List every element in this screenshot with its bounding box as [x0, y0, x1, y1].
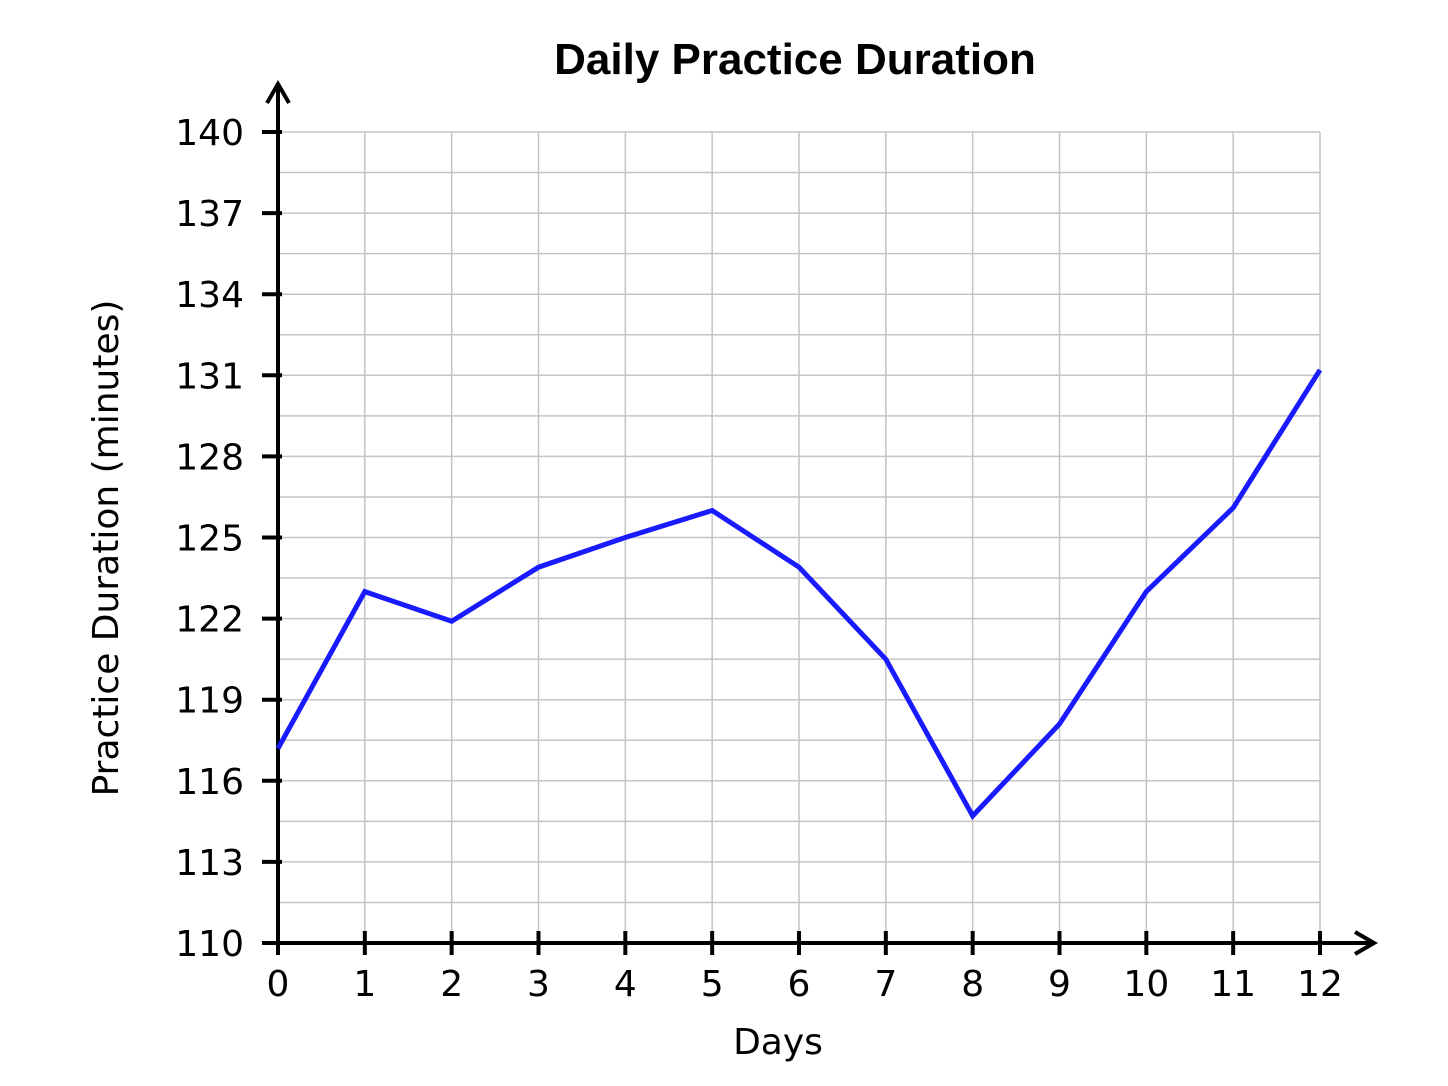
x-axis-arrow-icon: [1353, 930, 1378, 956]
y-axis-ticks: 110 113 116 119 122 125 128 131 134 137 140: [175, 113, 282, 965]
y-axis-arrow-icon: [265, 80, 291, 105]
y-tick-label: 122: [175, 600, 244, 641]
x-tick-label: 4: [614, 964, 637, 1005]
x-tick-label: 2: [440, 964, 463, 1005]
y-tick-label: 140: [175, 113, 244, 154]
x-tick-label: 9: [1048, 964, 1071, 1005]
x-tick-label: 7: [874, 964, 897, 1005]
grid: [277, 131, 1321, 944]
x-tick-label: 1: [353, 964, 376, 1005]
x-tick-label: 3: [527, 964, 550, 1005]
x-tick-label: 6: [788, 964, 811, 1005]
y-tick-label: 119: [175, 681, 244, 722]
x-tick-label: 8: [961, 964, 984, 1005]
y-tick-label: 131: [175, 356, 244, 397]
y-tick-label: 128: [175, 437, 244, 478]
x-tick-label: 12: [1297, 964, 1343, 1005]
y-tick-label: 125: [175, 519, 244, 560]
axes: [265, 80, 1378, 956]
chart-title: Daily Practice Duration: [554, 35, 1036, 84]
y-tick-label: 113: [175, 843, 244, 884]
series-group: [275, 368, 1323, 821]
y-tick-label: 137: [175, 194, 244, 235]
x-tick-label: 11: [1210, 964, 1256, 1005]
y-tick-label: 110: [175, 924, 244, 965]
y-tick-label: 134: [175, 275, 244, 316]
x-axis-label: Days: [733, 1022, 823, 1063]
y-tick-label: 116: [175, 762, 244, 803]
x-axis-ticks: 0 1 2 3 4 5 6 7 8 9 10 11 12: [267, 931, 1343, 1005]
x-tick-label: 10: [1123, 964, 1169, 1005]
x-tick-label: 0: [267, 964, 290, 1005]
y-axis-label: Practice Duration (minutes): [86, 300, 127, 797]
x-tick-label: 5: [701, 964, 724, 1005]
